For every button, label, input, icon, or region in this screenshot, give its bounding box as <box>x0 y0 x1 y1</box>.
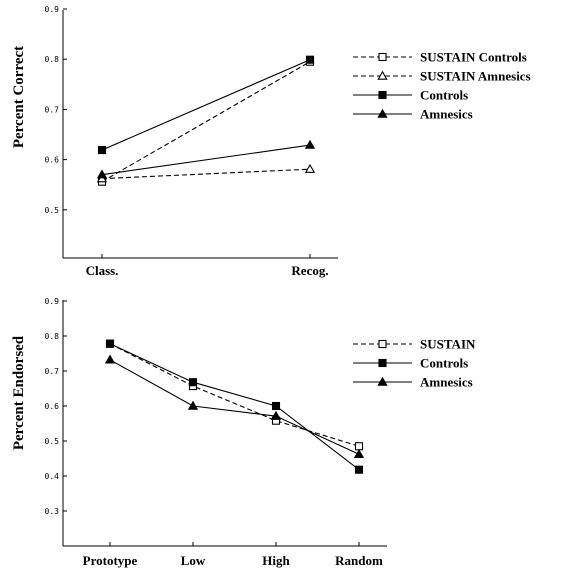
x-tick-label: Low <box>181 553 206 568</box>
legend-entry: Amnesics <box>353 375 473 390</box>
y-tick-label: 0.3 <box>45 507 60 516</box>
data-point <box>306 141 314 148</box>
series-sustain-amnesics <box>98 165 314 182</box>
legend-label: Amnesics <box>420 107 473 122</box>
y-tick-label: 0.8 <box>45 55 60 64</box>
legend-label: SUSTAIN Controls <box>420 50 527 65</box>
legend-label: SUSTAIN Amnesics <box>420 69 531 84</box>
data-point <box>356 466 363 473</box>
chart-top-percent-correct: Percent Correct 0.5 0.6 0.7 0.8 0.9 Class. Rec… <box>11 5 531 278</box>
x-tick-label: High <box>262 553 290 568</box>
series-amnesics <box>98 141 314 178</box>
y-tick-label: 0.6 <box>45 402 60 411</box>
legend-entry: SUSTAIN Amnesics <box>353 69 531 84</box>
y-tick-label: 0.5 <box>45 206 60 215</box>
legend-label: SUSTAIN <box>420 337 476 352</box>
legend-marker <box>379 92 386 99</box>
series-line <box>110 344 359 447</box>
data-point <box>273 403 280 410</box>
legend-label: Controls <box>420 356 468 371</box>
x-tick-label: Prototype <box>83 553 138 568</box>
chart-bottom-percent-endorsed: Percent Endorsed 0.3 0.4 0.5 0.6 0.7 0.8 0.9 Pr… <box>11 297 476 568</box>
y-axis-label: Percent Endorsed <box>11 335 27 450</box>
data-point <box>307 56 314 63</box>
legend-entry: SUSTAIN Controls <box>353 50 527 65</box>
y-axis-label: Percent Correct <box>11 46 27 148</box>
data-point <box>106 356 114 363</box>
legend-label: Controls <box>420 88 468 103</box>
x-tick-label: Class. <box>86 263 119 278</box>
data-point <box>356 443 363 450</box>
data-point <box>306 165 314 172</box>
series-line <box>102 60 310 150</box>
y-tick-label: 0.5 <box>45 437 60 446</box>
series-amnesics <box>106 356 363 458</box>
y-tick-label: 0.8 <box>45 332 60 341</box>
data-point <box>190 379 197 386</box>
series-controls <box>107 340 363 473</box>
legend-entry: SUSTAIN <box>353 337 476 352</box>
legend-marker <box>379 54 386 61</box>
y-tick-label: 0.9 <box>45 297 60 306</box>
y-tick-label: 0.7 <box>45 105 60 114</box>
data-point <box>355 450 363 457</box>
data-point <box>107 340 114 347</box>
series-controls <box>99 56 314 153</box>
y-tick-label: 0.7 <box>45 367 60 376</box>
series-line <box>110 360 359 455</box>
legend-label: Amnesics <box>420 375 473 390</box>
series-line <box>102 62 310 182</box>
legend-entry: Controls <box>353 88 468 103</box>
y-tick-label: 0.4 <box>45 472 60 481</box>
x-tick-label: Recog. <box>291 263 328 278</box>
legend-marker <box>379 360 386 367</box>
legend-marker <box>379 341 386 348</box>
y-tick-label: 0.6 <box>45 156 60 165</box>
data-point <box>99 147 106 154</box>
y-tick-label: 0.9 <box>45 5 60 14</box>
data-point <box>189 402 197 409</box>
legend-entry: Controls <box>353 356 468 371</box>
series-sustain-controls <box>99 58 314 185</box>
series-sustain <box>107 340 363 450</box>
x-tick-label: Random <box>335 553 383 568</box>
legend-entry: Amnesics <box>353 107 473 122</box>
